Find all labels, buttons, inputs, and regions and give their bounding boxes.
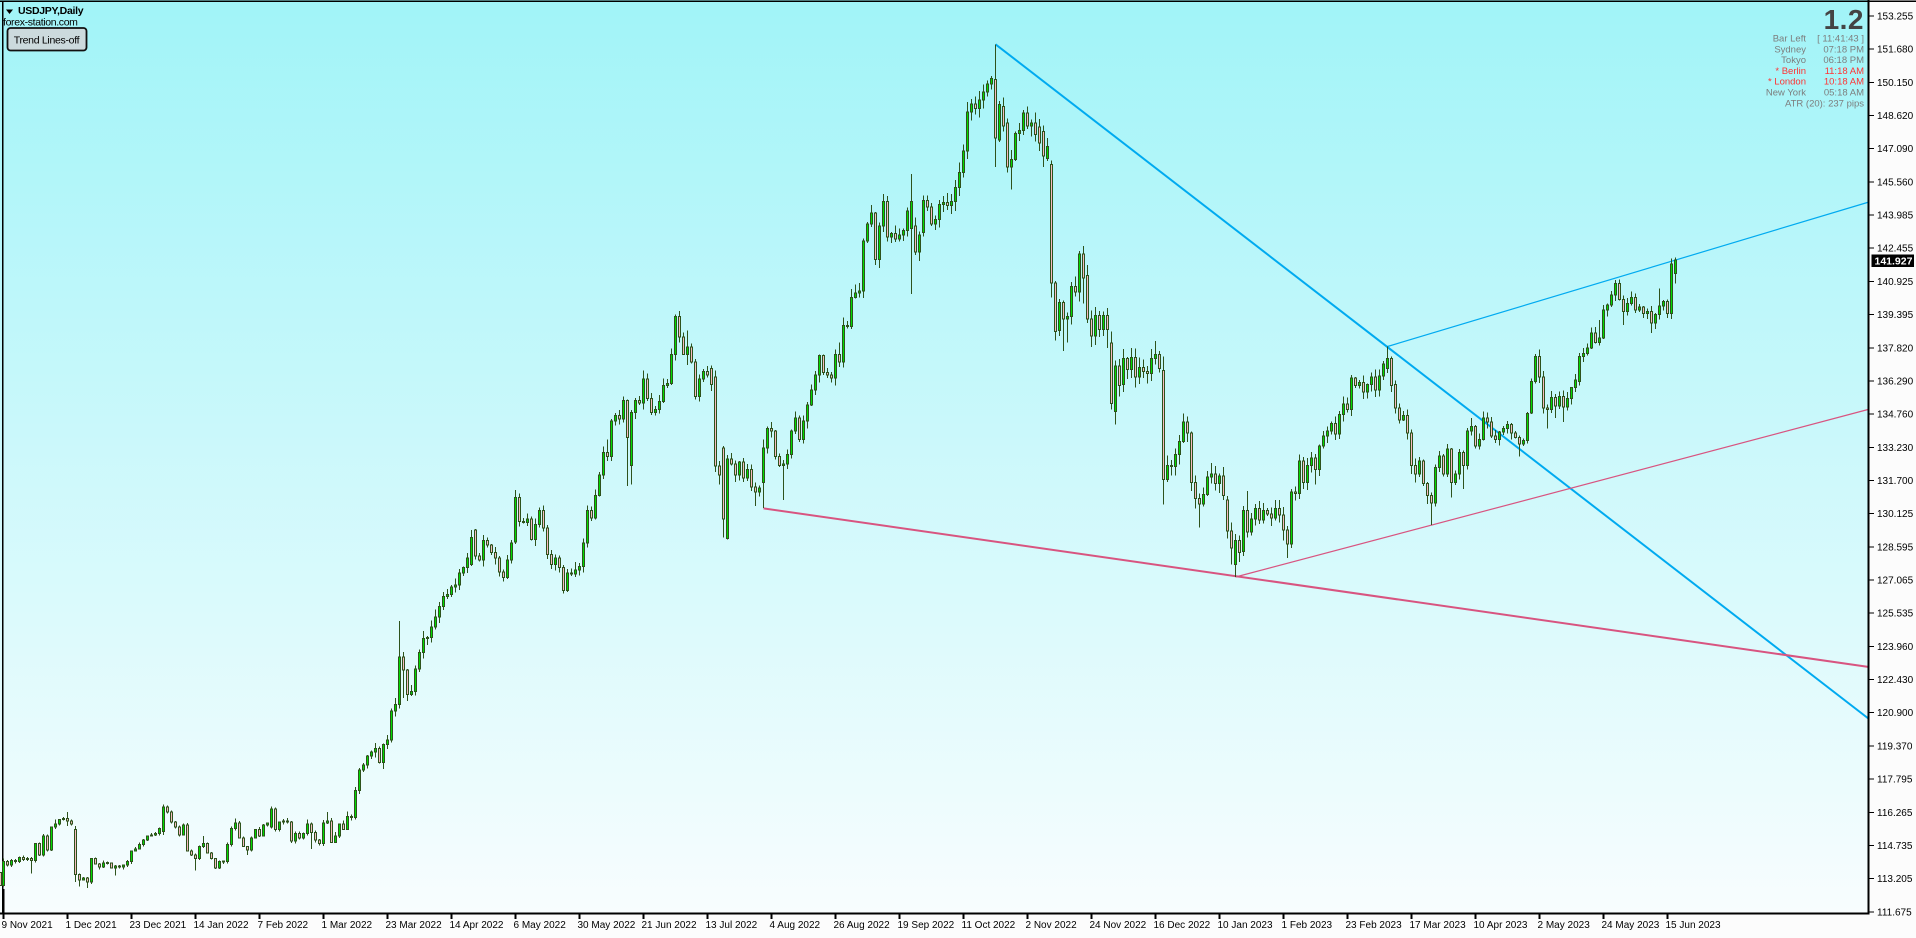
svg-text:23 Dec 2021: 23 Dec 2021 [130,920,187,931]
svg-text:* London: * London [1768,77,1806,88]
svg-text:1 Mar 2022: 1 Mar 2022 [322,920,373,931]
svg-text:131.700: 131.700 [1877,476,1914,487]
svg-text:114.735: 114.735 [1877,841,1913,852]
svg-text:9 Nov 2021: 9 Nov 2021 [2,920,54,931]
svg-text:151.680: 151.680 [1877,45,1914,56]
svg-text:30 May 2022: 30 May 2022 [578,920,636,931]
svg-text:[ 11:41:43 ]: [ 11:41:43 ] [1817,34,1864,45]
svg-text:23 Feb 2023: 23 Feb 2023 [1346,920,1403,931]
svg-text:14 Jan 2022: 14 Jan 2022 [194,920,249,931]
svg-text:141.927: 141.927 [1875,256,1913,268]
svg-text:10 Apr 2023: 10 Apr 2023 [1474,920,1528,931]
svg-text:USDJPY,Daily: USDJPY,Daily [18,5,84,17]
svg-text:26 Aug 2022: 26 Aug 2022 [834,920,891,931]
svg-text:133.230: 133.230 [1877,443,1914,454]
svg-text:21 Jun 2022: 21 Jun 2022 [642,920,697,931]
svg-text:2 Nov 2022: 2 Nov 2022 [1026,920,1078,931]
svg-text:ATR (20): 237 pips: ATR (20): 237 pips [1785,98,1864,109]
svg-text:19 Sep 2022: 19 Sep 2022 [898,920,955,931]
svg-text:122.430: 122.430 [1877,675,1914,686]
svg-text:113.205: 113.205 [1877,874,1913,885]
svg-text:127.065: 127.065 [1877,576,1914,587]
svg-text:forex-station.com: forex-station.com [3,17,78,29]
svg-text:1 Dec 2021: 1 Dec 2021 [66,920,118,931]
svg-text:1 Feb 2023: 1 Feb 2023 [1282,920,1333,931]
svg-text:15 Jun 2023: 15 Jun 2023 [1666,920,1721,931]
svg-text:* Berlin: * Berlin [1775,66,1806,77]
svg-text:10:18 AM: 10:18 AM [1824,77,1864,88]
svg-text:145.560: 145.560 [1877,177,1914,188]
svg-text:123.960: 123.960 [1877,642,1914,653]
svg-text:14 Apr 2022: 14 Apr 2022 [450,920,504,931]
svg-text:13 Jul 2022: 13 Jul 2022 [706,920,758,931]
svg-text:134.760: 134.760 [1877,410,1914,421]
svg-text:148.620: 148.620 [1877,111,1914,122]
svg-text:24 May 2023: 24 May 2023 [1602,920,1660,931]
svg-text:125.535: 125.535 [1877,609,1914,620]
svg-text:130.125: 130.125 [1877,509,1914,520]
svg-text:111.675: 111.675 [1877,907,1912,918]
svg-text:23 Mar 2022: 23 Mar 2022 [386,920,443,931]
svg-text:07:18 PM: 07:18 PM [1823,44,1864,55]
svg-text:11 Oct 2022: 11 Oct 2022 [962,920,1016,931]
svg-text:4 Aug 2022: 4 Aug 2022 [770,920,821,931]
svg-text:16 Dec 2022: 16 Dec 2022 [1154,920,1211,931]
svg-text:139.395: 139.395 [1877,310,1914,321]
svg-text:6 May 2022: 6 May 2022 [514,920,567,931]
svg-text:Bar Left: Bar Left [1773,34,1807,45]
svg-text:117.795: 117.795 [1877,775,1913,786]
svg-text:05:18 AM: 05:18 AM [1824,88,1864,99]
svg-text:119.370: 119.370 [1877,741,1913,752]
svg-text:128.595: 128.595 [1877,542,1914,553]
svg-text:10 Jan 2023: 10 Jan 2023 [1218,920,1273,931]
svg-text:140.925: 140.925 [1877,277,1914,288]
svg-text:2 May 2023: 2 May 2023 [1538,920,1591,931]
svg-text:06:18 PM: 06:18 PM [1823,55,1864,66]
svg-text:150.150: 150.150 [1877,78,1914,89]
svg-text:142.455: 142.455 [1877,244,1914,255]
svg-text:136.290: 136.290 [1877,377,1914,388]
svg-text:137.820: 137.820 [1877,343,1914,354]
svg-text:24 Nov 2022: 24 Nov 2022 [1090,920,1147,931]
svg-text:Sydney: Sydney [1774,44,1806,55]
svg-text:New York: New York [1766,88,1806,99]
svg-text:1.2: 1.2 [1824,4,1864,35]
svg-text:153.255: 153.255 [1877,12,1914,23]
svg-text:120.900: 120.900 [1877,708,1914,719]
svg-text:Trend Lines-off: Trend Lines-off [14,34,80,46]
svg-text:7 Feb 2022: 7 Feb 2022 [258,920,309,931]
svg-text:143.985: 143.985 [1877,211,1914,222]
svg-text:147.090: 147.090 [1877,144,1914,155]
svg-text:17 Mar 2023: 17 Mar 2023 [1410,920,1467,931]
svg-text:Tokyo: Tokyo [1781,55,1806,66]
svg-text:116.265: 116.265 [1877,808,1913,819]
svg-text:11:18 AM: 11:18 AM [1825,66,1865,77]
